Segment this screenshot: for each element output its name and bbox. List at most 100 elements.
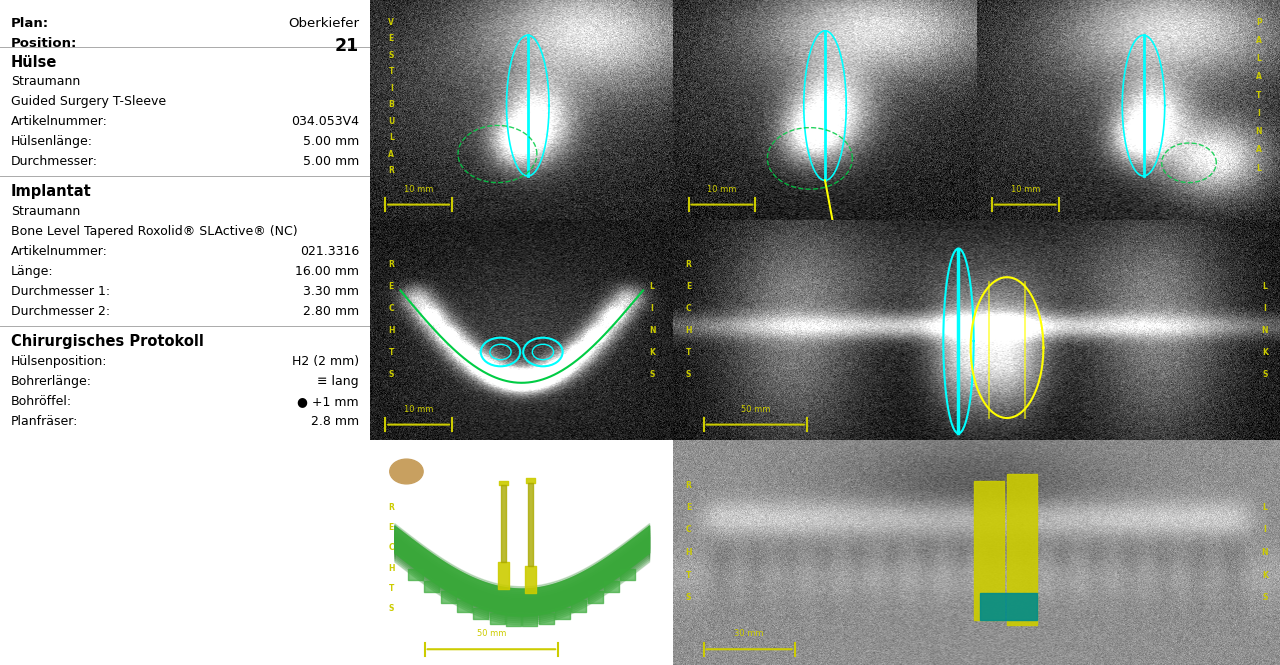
Text: ● +1 mm: ● +1 mm xyxy=(297,395,358,408)
Text: I: I xyxy=(1257,109,1261,118)
Text: L: L xyxy=(1257,54,1261,63)
Text: 50 mm: 50 mm xyxy=(476,629,506,638)
Text: N: N xyxy=(649,326,655,334)
Text: E: E xyxy=(686,281,691,291)
Text: 10 mm: 10 mm xyxy=(1010,185,1039,194)
Text: Oberkiefer: Oberkiefer xyxy=(288,17,358,30)
Text: 😐: 😐 xyxy=(402,464,411,474)
Text: C: C xyxy=(388,543,394,553)
Text: S: S xyxy=(389,51,394,60)
Text: U: U xyxy=(388,116,394,126)
Text: Implantat: Implantat xyxy=(12,184,92,200)
Text: Bohröffel:: Bohröffel: xyxy=(12,395,72,408)
Text: 2.8 mm: 2.8 mm xyxy=(311,415,358,428)
Text: N: N xyxy=(1256,127,1262,136)
Text: Durchmesser 2:: Durchmesser 2: xyxy=(12,305,110,318)
Text: Plan:: Plan: xyxy=(12,17,49,30)
Text: ≡ lang: ≡ lang xyxy=(317,375,358,388)
Text: R: R xyxy=(686,481,691,489)
Text: L: L xyxy=(650,281,654,291)
Polygon shape xyxy=(979,593,1037,620)
Text: 3.30 mm: 3.30 mm xyxy=(303,285,358,298)
Text: R: R xyxy=(388,166,394,175)
Text: Guided Surgery T-Sleeve: Guided Surgery T-Sleeve xyxy=(12,95,166,108)
Text: 2.80 mm: 2.80 mm xyxy=(303,305,358,318)
Text: A: A xyxy=(388,150,394,158)
Text: T: T xyxy=(389,584,394,593)
Text: A: A xyxy=(1256,146,1262,154)
Text: B: B xyxy=(388,100,394,109)
Text: Straumann: Straumann xyxy=(12,205,81,218)
Text: Artikelnummer:: Artikelnummer: xyxy=(12,245,108,258)
Text: K: K xyxy=(1262,571,1267,579)
Text: Straumann: Straumann xyxy=(12,76,81,88)
Text: S: S xyxy=(649,370,655,378)
Text: L: L xyxy=(1257,164,1261,173)
Text: H2 (2 mm): H2 (2 mm) xyxy=(292,355,358,368)
Text: Position:: Position: xyxy=(12,37,78,50)
Text: L: L xyxy=(389,133,394,142)
Text: 10 mm: 10 mm xyxy=(708,185,736,194)
Text: 30 mm: 30 mm xyxy=(735,629,764,638)
Text: L: L xyxy=(1262,503,1267,512)
Text: R: R xyxy=(686,259,691,269)
Text: Bone Level Tapered Roxolid® SLActive® (NC): Bone Level Tapered Roxolid® SLActive® (N… xyxy=(12,225,298,238)
Text: Chirurgisches Protokoll: Chirurgisches Protokoll xyxy=(12,334,204,349)
Text: 16.00 mm: 16.00 mm xyxy=(294,265,358,278)
Text: 034.053V4: 034.053V4 xyxy=(291,116,358,128)
Text: S: S xyxy=(389,604,394,613)
Text: Hülse: Hülse xyxy=(12,55,58,70)
Polygon shape xyxy=(974,481,1004,620)
Text: C: C xyxy=(686,304,691,313)
Polygon shape xyxy=(1007,473,1037,624)
Text: H: H xyxy=(685,548,691,557)
Text: S: S xyxy=(1262,370,1267,378)
Circle shape xyxy=(390,459,424,484)
Text: A: A xyxy=(1256,72,1262,81)
Text: I: I xyxy=(650,304,654,313)
Text: T: T xyxy=(686,348,691,356)
Text: I: I xyxy=(390,84,393,92)
Text: H: H xyxy=(388,326,394,334)
Text: K: K xyxy=(649,348,655,356)
Text: Artikelnummer:: Artikelnummer: xyxy=(12,116,108,128)
Text: 10 mm: 10 mm xyxy=(404,404,433,414)
Text: L: L xyxy=(1262,281,1267,291)
Text: S: S xyxy=(1262,593,1267,602)
Text: Durchmesser:: Durchmesser: xyxy=(12,156,99,168)
Text: E: E xyxy=(389,281,394,291)
Text: H: H xyxy=(685,326,691,334)
Text: S: S xyxy=(686,370,691,378)
Text: S: S xyxy=(686,593,691,602)
Text: P: P xyxy=(1256,17,1262,27)
Text: 021.3316: 021.3316 xyxy=(300,245,358,258)
Text: T: T xyxy=(389,348,394,356)
Text: R: R xyxy=(388,259,394,269)
Text: Planfräser:: Planfräser: xyxy=(12,415,78,428)
Text: S: S xyxy=(389,370,394,378)
Text: Durchmesser 1:: Durchmesser 1: xyxy=(12,285,110,298)
Text: C: C xyxy=(686,525,691,535)
Text: 10 mm: 10 mm xyxy=(404,185,433,194)
Text: R: R xyxy=(388,503,394,512)
Text: 5.00 mm: 5.00 mm xyxy=(302,136,358,148)
Text: Hülsenlänge:: Hülsenlänge: xyxy=(12,136,93,148)
Text: K: K xyxy=(1262,348,1267,356)
Text: A: A xyxy=(1256,36,1262,45)
Text: E: E xyxy=(389,34,394,43)
Text: Bohrerlänge:: Bohrerlänge: xyxy=(12,375,92,388)
Text: E: E xyxy=(389,523,394,532)
Text: I: I xyxy=(1263,525,1266,535)
Text: Länge:: Länge: xyxy=(12,265,54,278)
Text: T: T xyxy=(686,571,691,579)
Text: T: T xyxy=(1256,90,1262,100)
Text: V: V xyxy=(388,17,394,27)
Text: I: I xyxy=(1263,304,1266,313)
Text: N: N xyxy=(1262,326,1268,334)
Text: E: E xyxy=(686,503,691,512)
Text: 50 mm: 50 mm xyxy=(741,404,771,414)
Text: T: T xyxy=(389,67,394,76)
Text: 5.00 mm: 5.00 mm xyxy=(302,156,358,168)
Text: N: N xyxy=(1262,548,1268,557)
Text: H: H xyxy=(388,564,394,573)
